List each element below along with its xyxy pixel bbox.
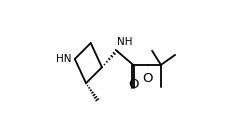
Text: NH: NH <box>117 37 133 47</box>
Text: HN: HN <box>56 54 72 64</box>
Text: O: O <box>128 78 138 91</box>
Text: O: O <box>143 72 153 85</box>
